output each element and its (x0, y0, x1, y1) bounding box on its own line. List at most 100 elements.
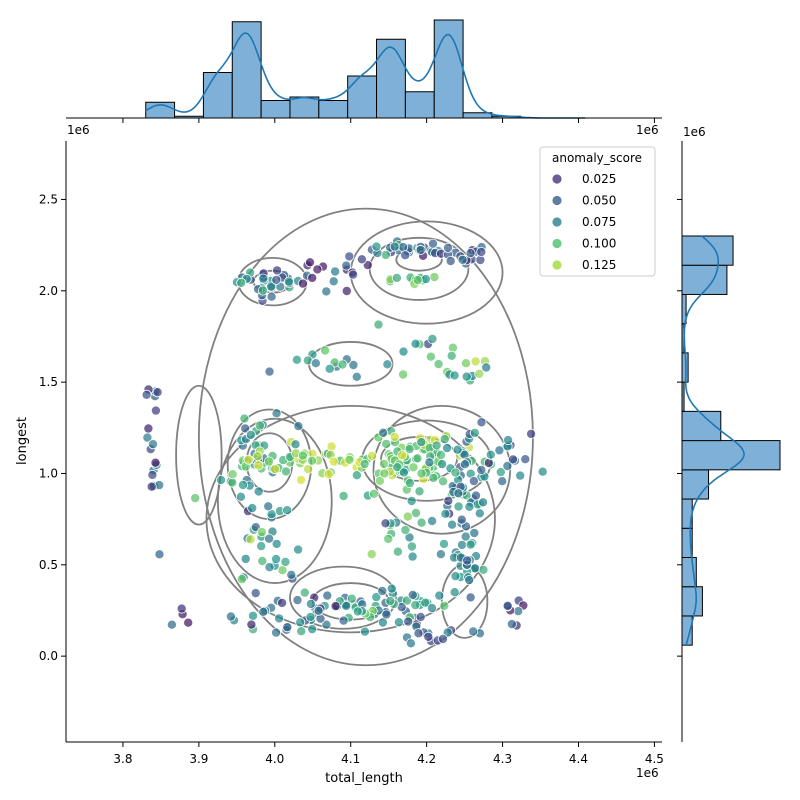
scatter-point-211 (270, 464, 281, 475)
scatter-point-145 (239, 413, 250, 424)
scatter-point-267 (359, 458, 370, 469)
scatter-point-99 (465, 248, 476, 259)
scatter-point-101 (457, 254, 468, 265)
scatter-point-173 (254, 420, 265, 431)
scatter-point-87 (391, 272, 402, 283)
kde-contour-15 (205, 404, 496, 634)
x-tick-label-6: 4.4 (569, 752, 588, 766)
scatter-point-295 (414, 486, 425, 497)
scatter-point-427 (398, 467, 409, 478)
top-left-offset-label: 1e6 (67, 123, 90, 137)
scatter-point-518 (437, 634, 448, 645)
scatter-point-553 (141, 389, 152, 400)
scatter-point-532 (307, 624, 318, 635)
scatter-point-560 (150, 457, 161, 468)
scatter-point-123 (373, 319, 384, 330)
scatter-point-375 (256, 541, 267, 552)
scatter-point-373 (282, 505, 293, 516)
scatter-point-65 (380, 249, 391, 260)
scatter-point-57 (398, 242, 409, 253)
x-tick-label-0: 3.8 (113, 752, 132, 766)
x-offset-label: 1e6 (636, 766, 659, 780)
scatter-point-3 (266, 291, 277, 302)
scatter-point-519 (423, 631, 434, 642)
scatter-point-527 (296, 626, 307, 637)
scatter-point-278 (378, 427, 389, 438)
x-tick-label-5: 4.3 (493, 752, 512, 766)
y-tick-label-3: 1.5 (39, 375, 58, 389)
scatter-point-511 (415, 612, 426, 623)
scatter-point-133 (474, 368, 485, 379)
y-hist-bar-5 (681, 469, 710, 500)
y-tick-label-2: 1.0 (39, 466, 58, 480)
scatter-point-347 (435, 449, 446, 460)
scatter-point-552 (152, 387, 163, 398)
scatter-point-297 (378, 458, 389, 469)
scatter-point-564 (502, 460, 513, 471)
scatter-point-550 (143, 423, 154, 434)
scatter-point-209 (290, 439, 301, 450)
scatter-point-488 (426, 603, 437, 614)
scatter-point-345 (483, 457, 494, 468)
scatter-point-458 (386, 583, 397, 594)
x-axis-label: total_length (325, 771, 403, 786)
scatter-point-415 (453, 488, 464, 499)
scatter-point-365 (257, 556, 268, 567)
scatter-point-449 (439, 600, 450, 611)
scatter-point-341 (452, 444, 463, 455)
scatter-point-586 (502, 600, 513, 611)
scatter-point-536 (313, 605, 324, 616)
scatter-point-238 (344, 454, 355, 465)
legend-marker-2 (551, 216, 563, 228)
x-hist-bar-5 (289, 96, 320, 119)
x-hist-bar-7 (347, 75, 378, 119)
scatter-point-412 (447, 519, 458, 530)
scatter-point-332 (450, 467, 461, 478)
scatter-point-11 (266, 281, 277, 292)
scatter-point-134 (481, 362, 492, 373)
scatter-point-539 (277, 597, 288, 608)
legend-title: anomaly_score (552, 151, 642, 165)
scatter-point-213 (252, 451, 263, 462)
scatter-point-74 (371, 241, 382, 252)
scatter-point-524 (341, 600, 352, 611)
scatter-point-311 (437, 459, 448, 470)
scatter-point-506 (468, 626, 479, 637)
scatter-point-480 (295, 617, 306, 628)
scatter-point-435 (383, 533, 394, 544)
scatter-point-97 (442, 242, 453, 253)
scatter-point-37 (362, 260, 373, 271)
scatter-point-175 (190, 493, 201, 504)
scatter-point-206 (323, 469, 334, 480)
scatter-point-25 (257, 285, 268, 296)
x-hist-bar-6 (318, 100, 349, 119)
scatter-point-353 (271, 538, 282, 549)
scatter-point-335 (428, 472, 439, 483)
scatter-point-351 (459, 459, 470, 470)
x-kde-curve (145, 32, 586, 119)
scatter-point-349 (468, 476, 479, 487)
scatter-point-217 (328, 456, 339, 467)
scatter-point-164 (237, 479, 248, 490)
scatter-point-472 (247, 610, 258, 621)
scatter-point-442 (402, 511, 413, 522)
scatter-point-487 (420, 597, 431, 608)
scatter-point-520 (413, 628, 424, 639)
y-axis-ticks: 0.0 0.5 1.0 1.5 2.0 2.5 (39, 192, 682, 663)
x-axis-ticks: 3.8 3.9 4.0 4.1 4.2 4.3 4.4 4.5 (113, 118, 664, 766)
scatter-point-574 (497, 476, 508, 487)
scatter-point-493 (385, 596, 396, 607)
scatter-point-190 (295, 474, 306, 485)
scatter-point-146 (215, 474, 226, 485)
scatter-point-20 (272, 265, 283, 276)
scatter-point-494 (407, 590, 418, 601)
x-tick-label-4: 4.2 (417, 752, 436, 766)
scatter-point-294 (392, 462, 403, 473)
scatter-point-428 (410, 507, 421, 518)
scatter-point-136 (446, 350, 457, 361)
scatter-point-286 (404, 444, 415, 455)
scatter-point-551 (146, 481, 157, 492)
scatter-point-310 (416, 437, 427, 448)
legend-label-0: 0.025 (582, 172, 616, 186)
scatter-point-122 (427, 333, 438, 344)
